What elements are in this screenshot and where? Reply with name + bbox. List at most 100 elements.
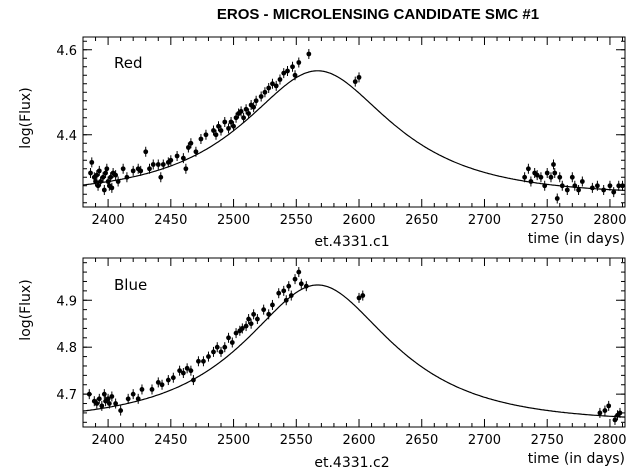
data-point	[150, 162, 156, 167]
x-tick-label: 2800	[593, 433, 626, 448]
data-point	[89, 159, 95, 165]
data-point	[228, 119, 234, 125]
x-tick-label: 2600	[342, 433, 375, 448]
data-point	[113, 401, 119, 406]
data-point	[296, 269, 302, 275]
data-point	[548, 174, 554, 180]
data-point	[525, 166, 531, 172]
data-point	[222, 344, 228, 350]
data-point	[594, 183, 600, 189]
y-tick-label: 4.8	[56, 341, 77, 356]
data-point	[130, 168, 136, 174]
data-point	[229, 340, 235, 345]
data-point	[559, 183, 565, 189]
data-point	[109, 185, 115, 191]
data-point	[606, 403, 612, 409]
x-tick-label: 2600	[342, 213, 375, 228]
plot-frame	[82, 257, 626, 428]
data-point	[254, 316, 260, 322]
data-point	[248, 321, 254, 327]
data-point	[277, 77, 283, 82]
data-point	[130, 391, 136, 397]
data-point	[180, 155, 186, 161]
y-tick-label: 4.6	[56, 44, 77, 59]
data-point	[99, 403, 105, 409]
data-point	[262, 89, 268, 95]
data-point	[125, 396, 131, 402]
x-axis-label: time (in days)	[528, 231, 625, 247]
data-point	[356, 295, 362, 301]
fit-curve	[83, 70, 625, 191]
data-point	[94, 401, 100, 406]
data-point	[193, 149, 199, 155]
data-point	[266, 85, 272, 91]
data-point	[93, 179, 98, 184]
data-point	[218, 349, 224, 355]
data-point	[246, 316, 252, 322]
x-tick-label: 2400	[92, 433, 125, 448]
data-point	[100, 174, 106, 180]
data-point	[602, 408, 608, 413]
data-point	[251, 104, 257, 110]
data-point	[155, 162, 161, 167]
data-point	[206, 354, 211, 359]
x-axis-label: time (in days)	[528, 451, 625, 467]
data-point	[233, 330, 239, 336]
data-point	[226, 125, 231, 131]
y-tick-label: 4.9	[56, 294, 77, 309]
data-point	[108, 174, 114, 180]
data-point	[139, 387, 145, 392]
data-point	[96, 396, 102, 402]
x-tick-label: 2550	[280, 213, 313, 228]
plot-frame	[82, 36, 626, 208]
x-tick-label: 2750	[531, 433, 564, 448]
data-point	[135, 396, 141, 402]
x-tick-label: 2500	[217, 433, 250, 448]
blue-panel: 2400 2450 2500 2550 2600 2650 2700 2750 2800 4.7 4…	[18, 257, 626, 471]
data-point	[96, 168, 102, 174]
data-point	[292, 276, 298, 282]
data-point	[174, 153, 180, 159]
data-point	[101, 391, 107, 397]
data-point	[273, 83, 279, 89]
fit-curve	[83, 284, 625, 418]
data-point	[165, 377, 171, 383]
figure-title: EROS - MICROLENSING CANDIDATE SMC #1	[217, 6, 539, 23]
data-point	[270, 302, 275, 308]
data-point	[538, 174, 544, 180]
x-tick-label: 2800	[593, 213, 626, 228]
data-point	[620, 183, 625, 189]
panel-label: Blue	[114, 276, 147, 294]
data-point	[106, 401, 112, 406]
data-point	[285, 68, 290, 74]
panel-caption: et.4331.c2	[314, 455, 389, 471]
data-point	[544, 170, 550, 176]
data-point	[198, 136, 204, 142]
data-point	[177, 368, 183, 374]
data-point	[104, 166, 110, 172]
data-point	[95, 183, 101, 189]
data-point	[159, 382, 165, 388]
data-point	[283, 297, 289, 303]
data-point	[222, 119, 228, 125]
data-point	[203, 132, 209, 138]
data-point	[286, 283, 292, 289]
data-point	[360, 293, 366, 298]
x-tick-label: 2450	[154, 213, 187, 228]
panel-label: Red	[114, 54, 143, 72]
data-point	[188, 368, 194, 374]
x-tick-label: 2400	[92, 213, 125, 228]
data-point	[183, 166, 189, 172]
x-tick-label: 2500	[217, 213, 250, 228]
data-point	[138, 168, 144, 174]
data-point	[589, 185, 595, 191]
data-point	[356, 74, 362, 80]
y-axis-label: log(Flux)	[18, 279, 34, 340]
data-point	[542, 183, 548, 189]
data-point	[233, 115, 239, 121]
data-point	[160, 162, 166, 167]
data-point	[185, 145, 191, 150]
y-tick-label: 4.7	[56, 388, 77, 403]
data-point	[552, 170, 558, 176]
